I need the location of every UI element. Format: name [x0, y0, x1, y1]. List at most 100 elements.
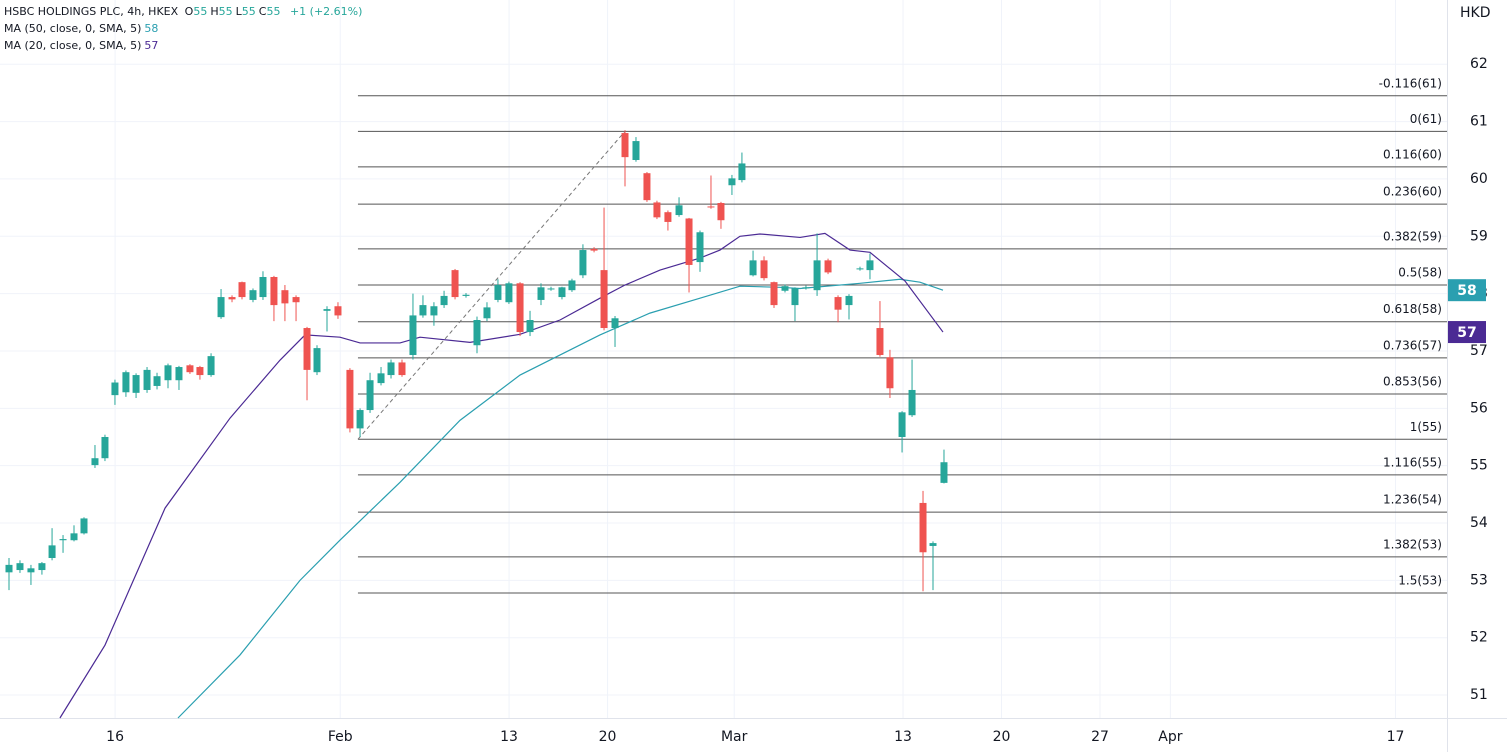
change: +1 (+2.61%): [289, 5, 363, 18]
candle-body: [611, 318, 619, 329]
candle: [856, 266, 864, 271]
candle-body: [483, 307, 491, 319]
currency-label: HKD: [1460, 5, 1491, 21]
y-tick-label: 55: [1470, 458, 1488, 474]
candle: [281, 285, 289, 322]
candle: [366, 372, 374, 413]
candle-body: [38, 563, 46, 571]
candle-body: [217, 297, 225, 318]
candle-body: [749, 260, 757, 276]
ohlc-value: 55: [218, 5, 233, 18]
candle: [579, 244, 587, 279]
candle-body: [856, 268, 864, 270]
candle: [175, 365, 183, 390]
fib-label: 0(61): [1410, 112, 1442, 126]
candle: [707, 175, 715, 209]
candle: [760, 256, 768, 281]
candle-body: [281, 290, 289, 304]
candle-body: [494, 285, 502, 300]
candle-body: [143, 369, 151, 390]
x-tick-label: 16: [106, 729, 124, 745]
candle-body: [664, 212, 672, 222]
candle-body: [346, 369, 354, 429]
candle-body: [696, 232, 704, 263]
candle: [621, 130, 629, 187]
x-tick-label: 20: [993, 729, 1011, 745]
candle: [430, 302, 438, 326]
candle-body: [547, 288, 555, 290]
fib-trend: [357, 130, 626, 440]
candle-body: [579, 250, 587, 276]
x-tick-label: Apr: [1158, 729, 1182, 745]
x-tick-label: 20: [599, 729, 617, 745]
candle: [483, 302, 491, 322]
candle-body: [377, 373, 385, 384]
candle-body: [249, 290, 257, 300]
candle: [143, 367, 151, 393]
candle-body: [516, 283, 524, 333]
candle-body: [537, 287, 545, 300]
x-tick-label: 13: [500, 729, 518, 745]
candle: [122, 370, 130, 397]
candle-body: [898, 412, 906, 437]
symbol-row: HSBC HOLDINGS PLC, 4h, HKEX O55 H55 L55 C55…: [4, 3, 365, 20]
candle-body: [919, 502, 927, 553]
candle: [685, 217, 693, 293]
candle-body: [153, 376, 161, 386]
candle: [834, 295, 842, 323]
candle-body: [590, 248, 598, 251]
candle-body: [419, 305, 427, 316]
candle: [377, 367, 385, 386]
ma-value: 58: [144, 22, 159, 35]
candle: [696, 230, 704, 272]
candle: [898, 411, 906, 453]
candle: [111, 379, 119, 405]
candle: [270, 275, 278, 322]
candle: [196, 365, 204, 380]
candle-body: [5, 564, 13, 573]
ma-value: 57: [144, 39, 159, 52]
candle-body: [526, 320, 534, 333]
ma-line: [177, 278, 944, 719]
candle: [653, 200, 661, 220]
y-tick-label: 57: [1470, 343, 1488, 359]
candle-body: [48, 545, 56, 558]
candle: [749, 250, 757, 277]
candle-body: [292, 297, 300, 303]
ohlc-key: O: [184, 5, 194, 18]
candle: [249, 288, 257, 303]
ma-name: MA (50, close, 0, SMA, 5): [4, 22, 142, 35]
candle-body: [908, 389, 916, 416]
candle: [462, 293, 470, 298]
candle-body: [558, 287, 566, 298]
x-tick-label: Feb: [328, 729, 353, 745]
candle: [164, 363, 172, 389]
candle-body: [473, 320, 481, 346]
fib-label: 1.382(53): [1383, 537, 1442, 551]
candle-body: [91, 458, 99, 466]
y-tick-label: 60: [1470, 171, 1488, 187]
candle-body: [398, 362, 406, 376]
candle-body: [334, 306, 342, 316]
legend: HSBC HOLDINGS PLC, 4h, HKEX O55 H55 L55 C55…: [4, 3, 365, 54]
candle: [101, 434, 109, 462]
candle-body: [643, 173, 651, 201]
candle-body: [653, 202, 661, 218]
candle-body: [707, 206, 715, 208]
candle: [228, 295, 236, 303]
candle-body: [876, 328, 884, 355]
fib-label: 0.236(60): [1383, 185, 1442, 199]
candle: [132, 373, 140, 398]
x-tick-label: 27: [1091, 729, 1109, 745]
candle: [791, 287, 799, 322]
fib-label: -0.116(61): [1379, 76, 1442, 90]
candle: [207, 353, 215, 377]
fib-label: 0.736(57): [1383, 338, 1442, 352]
ma-row: MA (50, close, 0, SMA, 5) 58: [4, 20, 365, 37]
y-tick-label: 62: [1470, 56, 1488, 72]
fib-label: 1(55): [1410, 420, 1442, 434]
ohlc-value: 55: [266, 5, 281, 18]
candle: [419, 295, 427, 318]
candle: [611, 315, 619, 347]
